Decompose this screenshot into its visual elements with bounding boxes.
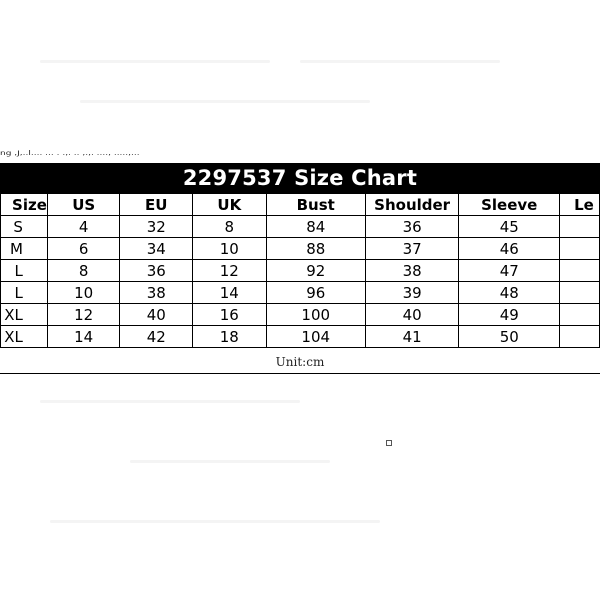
table-cell-eu: 40 (119, 303, 194, 326)
table-cell-us: 6 (46, 237, 121, 260)
background-ghost-line (40, 60, 270, 63)
table-cell-sleeve: 46 (458, 237, 561, 260)
table-cell-length (559, 281, 600, 304)
table-row: M 6 34 10 88 37 46 (0, 237, 600, 260)
background-ghost-line (80, 100, 370, 103)
table-cell-bust: 92 (265, 259, 366, 282)
column-header-bust: Bust (265, 193, 366, 216)
table-cell-sleeve: 48 (458, 281, 561, 304)
table-cell-shoulder: 40 (364, 303, 460, 326)
size-table: Size US EU UK Bust Shoulder Sleeve Le S … (0, 193, 600, 348)
table-cell-length (559, 303, 600, 326)
column-header-length: Le (559, 193, 600, 216)
table-cell-uk: 10 (192, 237, 267, 260)
table-row: XL 14 42 18 104 41 50 (0, 325, 600, 348)
column-header-uk: UK (192, 193, 267, 216)
table-header-row: Size US EU UK Bust Shoulder Sleeve Le (0, 193, 600, 216)
table-row: L 8 36 12 92 38 47 (0, 259, 600, 282)
table-cell-size: L (0, 259, 48, 282)
table-cell-eu: 42 (119, 325, 194, 348)
table-cell-shoulder: 37 (364, 237, 460, 260)
table-cell-uk: 16 (192, 303, 267, 326)
table-cell-us: 12 (46, 303, 121, 326)
table-cell-sleeve: 45 (458, 215, 561, 238)
table-cell-uk: 12 (192, 259, 267, 282)
table-cell-eu: 38 (119, 281, 194, 304)
column-header-sleeve: Sleeve (458, 193, 561, 216)
table-cell-uk: 14 (192, 281, 267, 304)
table-cell-eu: 34 (119, 237, 194, 260)
table-cell-bust: 100 (265, 303, 366, 326)
background-ghost-line (130, 460, 330, 463)
size-chart: 2297537 Size Chart Size US EU UK Bust Sh… (0, 163, 600, 375)
column-header-eu: EU (119, 193, 194, 216)
table-cell-eu: 32 (119, 215, 194, 238)
table-cell-bust: 96 (265, 281, 366, 304)
column-header-us: US (46, 193, 121, 216)
table-cell-shoulder: 38 (364, 259, 460, 282)
table-cell-sleeve: 49 (458, 303, 561, 326)
table-cell-size: XL (0, 303, 48, 326)
table-cell-us: 4 (46, 215, 121, 238)
table-cell-length (559, 325, 600, 348)
table-cell-us: 8 (46, 259, 121, 282)
table-cell-shoulder: 41 (364, 325, 460, 348)
table-cell-size: M (0, 237, 48, 260)
table-cell-bust: 88 (265, 237, 366, 260)
table-cell-eu: 36 (119, 259, 194, 282)
table-cell-bust: 84 (265, 215, 366, 238)
table-cell-size: L (0, 281, 48, 304)
column-header-size: Size (0, 193, 48, 216)
table-cell-length (559, 237, 600, 260)
table-cell-uk: 18 (192, 325, 267, 348)
cropped-caption-text: ng ,J,..l.... ... . .,. .. ,.,. ...., ..… (0, 150, 140, 157)
background-ghost-line (50, 520, 380, 523)
unit-note: Unit:cm (0, 352, 600, 374)
background-ghost-line (300, 60, 500, 63)
table-cell-length (559, 215, 600, 238)
table-row: L 10 38 14 96 39 48 (0, 281, 600, 304)
table-cell-us: 14 (46, 325, 121, 348)
table-cell-shoulder: 36 (364, 215, 460, 238)
table-cell-length (559, 259, 600, 282)
table-row: XL 12 40 16 100 40 49 (0, 303, 600, 326)
table-cell-sleeve: 47 (458, 259, 561, 282)
table-cell-uk: 8 (192, 215, 267, 238)
table-cell-us: 10 (46, 281, 121, 304)
table-cell-bust: 104 (265, 325, 366, 348)
table-cell-size: S (0, 215, 48, 238)
column-header-shoulder: Shoulder (364, 193, 460, 216)
table-cell-sleeve: 50 (458, 325, 561, 348)
table-cell-size: XL (0, 325, 48, 348)
background-ghost-line (40, 400, 300, 403)
table-cell-shoulder: 39 (364, 281, 460, 304)
table-row: S 4 32 8 84 36 45 (0, 215, 600, 238)
stray-glyph-mark (386, 440, 392, 446)
size-chart-title: 2297537 Size Chart (0, 163, 600, 193)
